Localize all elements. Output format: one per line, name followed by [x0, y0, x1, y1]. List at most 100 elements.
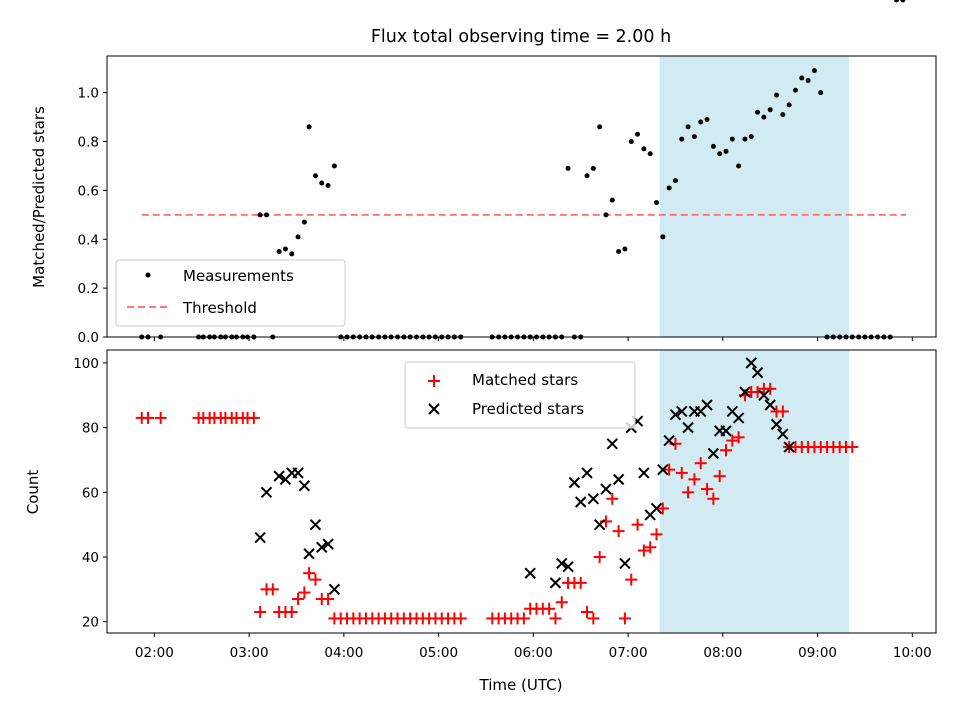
top-highlight-span — [659, 56, 850, 337]
measurement-point — [811, 68, 817, 74]
predicted-star-point — [612, 473, 625, 486]
measurement-point — [590, 165, 596, 171]
predicted-star-point — [745, 357, 757, 369]
top-y-tick-label: 0.4 — [78, 232, 99, 248]
matched-star-point — [644, 541, 657, 554]
measurement-point — [736, 163, 742, 169]
matched-star-point — [285, 605, 298, 618]
measurement-point — [774, 92, 780, 98]
matched-star-point — [675, 466, 688, 479]
top-y-tick-label: 0.0 — [78, 330, 99, 346]
matched-star-point — [612, 525, 625, 538]
bottom-y-tick-label: 20 — [82, 615, 99, 631]
matched-star-point — [764, 382, 777, 395]
matched-star-point — [247, 411, 260, 424]
predicted-star-point — [751, 366, 764, 379]
measurement-point — [894, 0, 900, 3]
measurement-point — [786, 102, 792, 108]
measurement-point — [767, 107, 773, 113]
top-y-axis: 0.0 0.2 0.4 0.6 0.8 1.0 — [78, 86, 107, 346]
x-tick-label: 06:00 — [514, 645, 553, 661]
matched-star-point — [625, 573, 638, 586]
matched-star-point — [650, 528, 663, 541]
predicted-star-point — [549, 577, 562, 589]
measurement-point — [622, 246, 628, 252]
predicted-star-point — [260, 486, 273, 499]
bottom-y-tick-label: 80 — [82, 421, 99, 437]
matched-star-point — [846, 441, 859, 454]
matched-star-point — [707, 492, 720, 505]
legend-threshold-label: Threshold — [182, 299, 257, 317]
matched-star-point — [701, 483, 714, 496]
bottom-y-tick-label: 60 — [82, 485, 99, 501]
top-axes-frame — [106, 55, 937, 338]
bottom-panel: 20 40 60 80 100 02:00 03:00 04:00 05:00 06:00 07:… — [24, 349, 937, 694]
predicted-star-point — [669, 408, 682, 421]
measurement-point — [628, 139, 634, 145]
top-y-tick-label: 0.8 — [78, 135, 99, 151]
measurement-point — [616, 248, 622, 254]
predicted-star-point — [593, 518, 606, 531]
predicted-star-point — [322, 538, 334, 550]
matched-star-point — [593, 550, 606, 563]
measurement-point — [685, 124, 691, 130]
predicted-star-point — [770, 418, 783, 431]
matched-star-point — [266, 583, 279, 596]
predicted-star-point — [587, 493, 600, 505]
predicted-star-point — [303, 548, 315, 560]
matched-star-point — [606, 492, 619, 505]
matched-star-point — [543, 602, 556, 615]
measurement-point — [282, 246, 288, 252]
matched-star-point — [688, 473, 701, 486]
predicted-star-point — [581, 467, 593, 479]
matched-star-point — [663, 463, 676, 476]
measurement-point — [312, 173, 318, 179]
predicted-star-point — [562, 560, 574, 573]
predicted-star-point — [682, 421, 694, 434]
measurement-point — [654, 200, 660, 206]
matched-star-point — [776, 405, 789, 418]
measurement-point — [799, 75, 805, 81]
predicted-star-point — [777, 428, 789, 440]
measurement-point — [325, 183, 331, 189]
matched-star-point — [637, 544, 650, 557]
predicted-star-point — [732, 412, 745, 424]
matched-star-point — [298, 586, 311, 599]
x-tick-label: 09:00 — [798, 645, 837, 661]
matched-star-point — [682, 486, 695, 499]
predicted-star-point — [298, 480, 311, 492]
x-tick-label: 07:00 — [609, 645, 648, 661]
matched-star-point — [142, 411, 155, 424]
predicted-star-point — [292, 467, 304, 479]
bottom-y-axis-label: Count — [24, 470, 42, 515]
predicted-star-point — [316, 541, 328, 553]
predicted-star-point — [575, 496, 587, 508]
measurement-point — [295, 234, 301, 240]
measurement-point — [792, 87, 798, 93]
matched-star-point — [555, 596, 568, 609]
matched-star-point — [587, 612, 600, 625]
legend-predicted-label: Predicted stars — [472, 400, 584, 418]
measurement-point — [263, 212, 269, 218]
top-legend-box — [115, 259, 346, 327]
matched-star-point — [322, 593, 335, 606]
predicted-star-point — [650, 502, 663, 515]
measurement-point — [761, 114, 767, 120]
predicted-star-point — [568, 476, 581, 489]
matched-star-point — [254, 605, 267, 618]
measurement-point — [780, 112, 786, 118]
bottom-y-tick-label: 40 — [82, 550, 99, 566]
predicted-star-point — [758, 389, 770, 401]
measurement-point — [635, 131, 641, 137]
predicted-star-point — [638, 467, 650, 479]
top-legend: Measurements Threshold — [115, 259, 346, 327]
predicted-star-point — [783, 441, 795, 453]
measurement-point — [276, 248, 282, 254]
predicted-star-point — [524, 567, 536, 579]
legend-matched-label: Matched stars — [472, 371, 578, 389]
matched-star-point — [454, 612, 467, 625]
matched-star-point — [309, 573, 322, 586]
legend-measurements-marker — [145, 272, 151, 278]
measurement-point — [603, 212, 609, 218]
